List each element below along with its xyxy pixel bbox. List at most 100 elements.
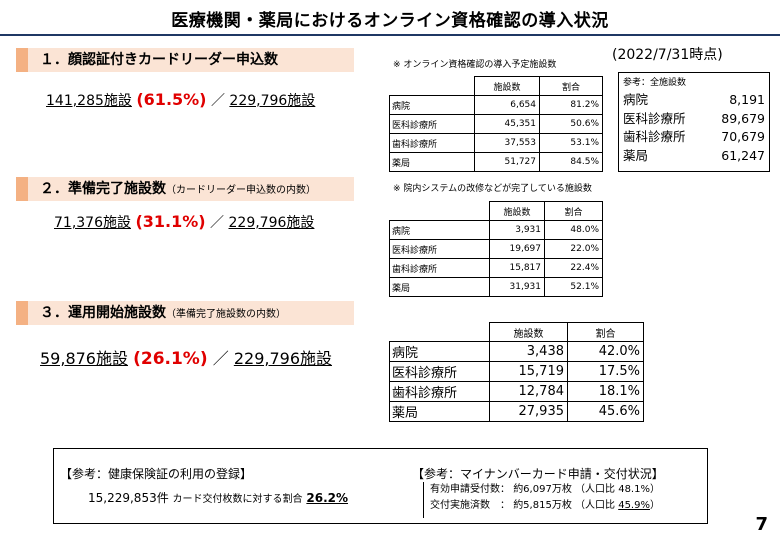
table-row: 歯科診療所 15,817 22.4%	[389, 258, 603, 278]
section-2-sep: ／	[210, 215, 225, 231]
table-header-row: 施設数 割合	[390, 201, 603, 221]
row-pct: 42.0%	[567, 341, 644, 362]
row-pct: 18.1%	[567, 381, 644, 402]
row-count: 37,553	[474, 133, 540, 153]
section-2-count: 71,376施設	[54, 215, 131, 231]
section-2-summary: 71,376施設 (31.1%) ／ 229,796施設	[54, 212, 314, 232]
mynumber-row-value: 約6,097万枚	[513, 484, 572, 495]
row-label: 薬局	[389, 152, 475, 172]
row-label: 歯科診療所	[389, 381, 490, 402]
row-pct: 50.6%	[539, 114, 603, 134]
row-pct: 45.6%	[567, 401, 644, 422]
row-label: 医科診療所	[389, 361, 490, 382]
section-1-table-note: ※ オンライン資格確認の導入予定施設数	[393, 60, 557, 70]
reference-value: 70,679	[721, 129, 765, 144]
row-pct: 53.1%	[539, 133, 603, 153]
row-pct: 17.5%	[567, 361, 644, 382]
row-label: 歯科診療所	[389, 258, 490, 278]
row-count: 12,784	[489, 381, 568, 402]
row-count: 27,935	[489, 401, 568, 422]
reference-row: 歯科診療所 70,679	[623, 128, 765, 147]
section-3-total: 229,796施設	[233, 349, 332, 368]
table-row: 病院 3,438 42.0%	[389, 341, 644, 362]
row-pct: 81.2%	[539, 95, 603, 115]
mynumber-row-ratio: 48.1%	[618, 484, 650, 495]
mynumber-row: 有効申請受付数： 約6,097万枚 （人口比 48.1%）	[430, 482, 695, 498]
reference-label: 医科診療所	[623, 110, 686, 126]
reference-value: 8,191	[729, 92, 765, 107]
section-3-count: 59,876施設	[40, 349, 128, 368]
row-label: 薬局	[389, 277, 490, 297]
as-of-date: (2022/7/31時点)	[612, 47, 723, 63]
mynumber-row-label: 有効申請受付数：	[430, 484, 510, 495]
title-rule	[0, 34, 780, 36]
row-pct: 52.1%	[544, 277, 603, 297]
mynumber-row-ratio-label: （人口比	[575, 500, 616, 511]
section-2-table: 施設数 割合 病院 3,931 48.0% 医科診療所 19,697 22.0% 歯科診…	[389, 201, 603, 297]
row-pct: 22.4%	[544, 258, 603, 278]
row-count: 19,697	[489, 239, 545, 259]
table-header-pct: 割合	[539, 76, 603, 96]
mynumber-row-label: 交付実施済数 ：	[430, 500, 510, 511]
mynumber-row-ratio: 45.9%	[618, 500, 650, 511]
table-row: 歯科診療所 37,553 53.1%	[389, 133, 603, 153]
table-row: 医科診療所 45,351 50.6%	[389, 114, 603, 134]
table-row: 病院 6,654 81.2%	[389, 95, 603, 115]
table-header-count: 施設数	[489, 322, 568, 342]
row-label: 歯科診療所	[389, 133, 475, 153]
bottom-reference-box	[53, 448, 708, 524]
reference-row: 薬局 61,247	[623, 147, 765, 166]
row-label: 薬局	[389, 401, 490, 422]
mynumber-row-ratio-label: （人口比	[575, 484, 616, 495]
mynumber-row-close: ）	[649, 484, 660, 495]
table-header-row: 施設数 割合	[390, 76, 603, 96]
insurance-card-title: 【参考：健康保険証の利用の登録】	[60, 467, 253, 481]
row-pct: 48.0%	[544, 220, 603, 240]
row-count: 45,351	[474, 114, 540, 134]
section-3-sep: ／	[212, 349, 229, 368]
section-3-heading-sub: （準備完了施設数の内数）	[166, 309, 286, 320]
table-row: 薬局 27,935 45.6%	[389, 401, 644, 422]
section-2-heading: ２．準備完了施設数（カードリーダー申込数の内数）	[16, 177, 354, 201]
mynumber-row-close: ）	[649, 500, 660, 511]
section-2-pct: (31.1%)	[135, 212, 206, 231]
row-count: 3,438	[489, 341, 568, 362]
mynumber-row: 交付実施済数 ： 約5,815万枚 （人口比 45.9%）	[430, 498, 695, 514]
page-number: 7	[755, 514, 768, 535]
mynumber-card-stats: 有効申請受付数： 約6,097万枚 （人口比 48.1%） 交付実施済数 ： 約…	[423, 482, 695, 518]
table-header-pct: 割合	[544, 201, 603, 221]
table-row: 薬局 31,931 52.1%	[389, 277, 603, 297]
section-1-pct: (61.5%)	[136, 90, 207, 109]
section-1-heading-text: １．顔認証付きカードリーダー申込数	[40, 52, 278, 68]
table-corner	[390, 202, 490, 221]
insurance-card-count: 15,229,853件	[88, 491, 169, 505]
insurance-card-stats: 15,229,853件 カード交付枚数に対する割合 26.2%	[88, 489, 348, 506]
reference-label: 歯科診療所	[623, 129, 686, 144]
table-row: 医科診療所 19,697 22.0%	[389, 239, 603, 259]
table-header-pct: 割合	[567, 322, 644, 342]
row-pct: 22.0%	[544, 239, 603, 259]
row-label: 医科診療所	[389, 114, 475, 134]
reference-box: 参考：全施設数 病院 8,191 医科診療所 89,679 歯科診療所 70,679 …	[618, 72, 770, 172]
row-label: 医科診療所	[389, 239, 490, 259]
section-3-heading: ３．運用開始施設数（準備完了施設数の内数）	[16, 301, 354, 325]
section-1-count: 141,285施設	[46, 93, 132, 109]
row-count: 15,719	[489, 361, 568, 382]
section-2-heading-text: ２．準備完了施設数	[40, 181, 166, 197]
table-row: 医科診療所 15,719 17.5%	[389, 361, 644, 382]
section-1-sep: ／	[210, 93, 225, 109]
table-header-count: 施設数	[489, 201, 545, 221]
section-1-table: 施設数 割合 病院 6,654 81.2% 医科診療所 45,351 50.6% 歯科診…	[389, 76, 603, 172]
section-1-total: 229,796施設	[229, 93, 316, 109]
row-count: 3,931	[489, 220, 545, 240]
table-header-count: 施設数	[474, 76, 540, 96]
reference-row: 医科診療所 89,679	[623, 110, 765, 129]
table-row: 病院 3,931 48.0%	[389, 220, 603, 240]
section-1-heading: １．顔認証付きカードリーダー申込数	[16, 48, 354, 72]
reference-label: 薬局	[623, 147, 649, 163]
row-count: 51,727	[474, 152, 540, 172]
table-row: 薬局 51,727 84.5%	[389, 152, 603, 172]
page-title: 医療機関・薬局におけるオンライン資格確認の導入状況	[171, 11, 609, 31]
reference-label: 病院	[623, 92, 649, 107]
row-count: 6,654	[474, 95, 540, 115]
